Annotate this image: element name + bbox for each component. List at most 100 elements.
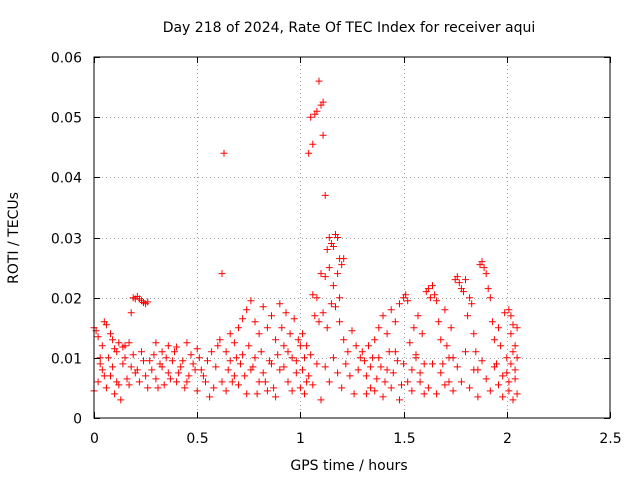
- data-point: [321, 191, 329, 199]
- data-point: [323, 246, 331, 253]
- data-point: [166, 375, 174, 383]
- data-point: [377, 363, 385, 371]
- data-point: [323, 324, 331, 332]
- data-point: [96, 354, 104, 362]
- data-point: [412, 354, 420, 362]
- plot-frame: [93, 56, 611, 419]
- data-point: [222, 348, 230, 356]
- data-point: [230, 339, 238, 347]
- data-point: [125, 339, 133, 347]
- data-point: [104, 354, 112, 362]
- data-point: [371, 387, 379, 395]
- data-point: [511, 366, 519, 374]
- data-point: [383, 366, 391, 374]
- y-tick-label: 0.06: [51, 51, 82, 67]
- data-point: [301, 354, 308, 362]
- x-tick-label: 1.5: [393, 431, 415, 447]
- data-point: [327, 300, 335, 308]
- data-point: [354, 366, 362, 374]
- data-point: [193, 345, 201, 353]
- data-point: [329, 354, 337, 362]
- data-point: [117, 396, 125, 404]
- data-point: [204, 357, 211, 365]
- data-point: [175, 369, 183, 377]
- data-point: [410, 324, 418, 332]
- data-point: [379, 312, 387, 320]
- data-points: [90, 77, 521, 404]
- data-point: [179, 357, 187, 365]
- data-point: [111, 390, 119, 398]
- data-point: [251, 318, 259, 326]
- y-tick-labels: 0 0.01 0.02 0.03 0.04 0.05 0.06: [51, 51, 82, 428]
- data-point: [307, 351, 315, 359]
- data-point: [309, 381, 317, 389]
- data-point: [497, 342, 505, 350]
- data-point: [439, 360, 447, 368]
- x-tick-label: 0.5: [186, 431, 208, 447]
- data-point: [247, 297, 255, 305]
- data-point: [499, 393, 507, 401]
- data-point: [98, 342, 106, 350]
- data-point: [288, 387, 296, 395]
- data-point: [437, 369, 445, 377]
- data-point: [274, 351, 282, 359]
- data-point: [507, 312, 515, 320]
- data-point: [356, 354, 364, 362]
- data-point: [460, 288, 467, 296]
- data-point: [455, 279, 463, 287]
- data-point: [251, 354, 259, 362]
- data-point: [369, 354, 377, 362]
- data-point: [113, 348, 121, 356]
- data-point: [495, 324, 502, 332]
- data-point: [255, 378, 263, 386]
- data-point: [470, 330, 478, 338]
- data-point: [152, 339, 160, 347]
- data-point: [342, 360, 350, 368]
- x-tick-label: 2: [503, 431, 512, 447]
- data-point: [490, 363, 498, 371]
- data-point: [127, 363, 135, 371]
- data-point: [202, 378, 209, 386]
- data-point: [505, 306, 513, 314]
- data-point: [406, 339, 414, 347]
- data-point: [317, 270, 325, 278]
- data-point: [272, 393, 280, 401]
- data-point: [218, 270, 226, 278]
- data-point: [478, 357, 486, 365]
- data-point: [453, 273, 461, 281]
- data-point: [173, 343, 181, 351]
- data-point: [474, 393, 482, 401]
- data-point: [280, 342, 288, 350]
- data-point: [336, 318, 344, 326]
- data-point: [340, 336, 348, 344]
- data-point: [447, 324, 455, 332]
- data-point: [334, 270, 342, 278]
- data-point: [299, 366, 306, 374]
- data-point: [282, 309, 290, 317]
- data-point: [466, 384, 474, 392]
- data-point: [214, 342, 222, 350]
- data-point: [387, 306, 395, 314]
- data-point: [462, 276, 469, 284]
- data-point: [144, 298, 152, 306]
- data-point: [296, 342, 304, 350]
- data-point: [102, 384, 110, 392]
- data-point: [367, 384, 375, 392]
- data-point: [499, 372, 507, 380]
- data-point: [146, 357, 154, 365]
- data-point: [113, 378, 121, 386]
- data-point: [183, 378, 191, 386]
- data-point: [513, 324, 521, 332]
- data-point: [228, 378, 236, 386]
- data-point: [507, 360, 515, 368]
- data-point: [486, 294, 494, 302]
- data-point: [313, 107, 321, 115]
- data-point: [325, 234, 333, 241]
- data-point: [414, 312, 422, 320]
- data-point: [393, 357, 401, 365]
- data-point: [317, 396, 325, 404]
- data-point: [292, 369, 300, 377]
- y-tick-label: 0.02: [51, 292, 82, 308]
- data-point: [443, 342, 451, 350]
- x-tick-label: 2.5: [599, 431, 621, 447]
